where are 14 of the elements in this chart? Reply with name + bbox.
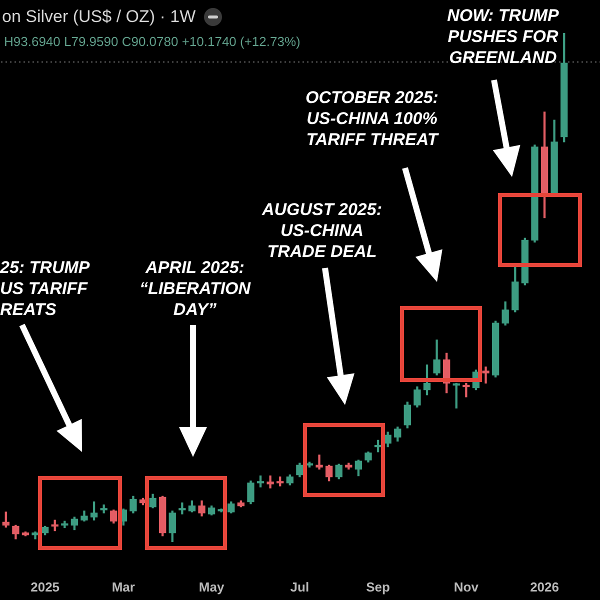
annotation: OCTOBER 2025: US-CHINA 100% TARIFF THREAT (304, 87, 440, 150)
x-tick-label: Jul (290, 579, 310, 594)
annotation: NOW: TRUMP PUSHES FOR GREENLAND (446, 5, 560, 68)
annotation: APRIL 2025: “LIBERATION DAY” (139, 258, 251, 319)
x-tick-label: 2026 (530, 579, 559, 594)
annotation: AUGUST 2025: US-CHINA TRADE DEAL (262, 200, 382, 261)
x-tick-label: May (198, 579, 225, 594)
x-tick-label: Sep (366, 579, 390, 594)
annotation: 25: TRUMP US TARIFF REATS (0, 257, 90, 320)
chart-subtitle: H93.6940 L79.9590 C90.0780 +10.1740 (+12.73%) (4, 34, 300, 49)
x-tick-label: Nov (454, 579, 480, 594)
chart-title: on Silver (US$ / OZ) · 1W (2, 7, 196, 27)
x-tick-label: Mar (112, 579, 135, 594)
x-tick-label: 2025 (30, 579, 60, 594)
